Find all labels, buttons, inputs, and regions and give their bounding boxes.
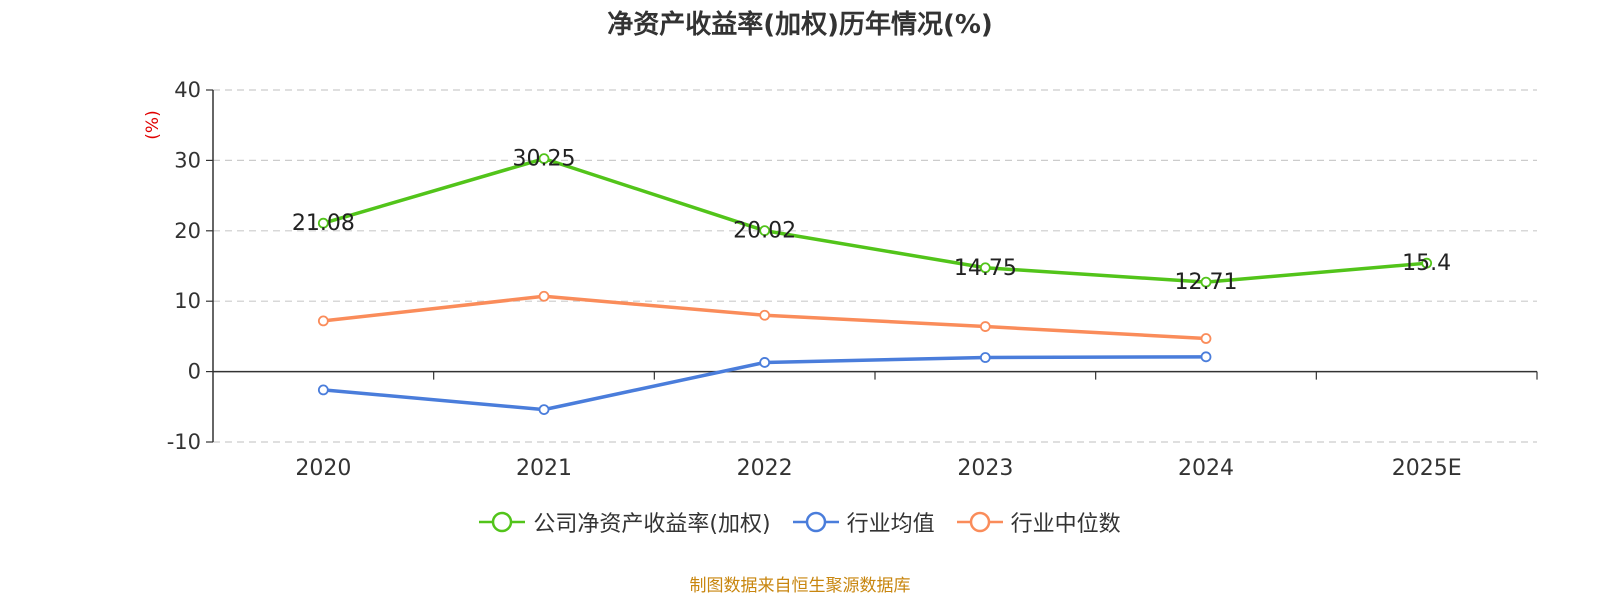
x-tick-label: 2024 (1178, 456, 1234, 481)
chart-title: 净资产收益率(加权)历年情况(%) (607, 10, 993, 40)
x-tick-label: 2021 (516, 456, 572, 481)
y-tick-label: 30 (174, 148, 201, 172)
data-label: 21.08 (292, 211, 355, 236)
y-tick-label: -10 (167, 430, 201, 454)
legend-label: 行业均值 (846, 512, 935, 537)
data-label: 14.75 (954, 256, 1017, 281)
y-tick-label: 20 (174, 219, 201, 243)
data-point[interactable] (759, 225, 771, 237)
legend-line-circle-icon (956, 511, 1003, 533)
data-label: 20.02 (733, 219, 796, 244)
data-point[interactable] (1200, 276, 1212, 288)
y-tick-label: 10 (174, 289, 201, 313)
data-point[interactable] (759, 357, 771, 368)
legend-line-circle-icon (792, 511, 839, 533)
data-point[interactable] (317, 217, 329, 229)
y-axis-label: (%) (143, 110, 163, 139)
legend-item[interactable]: 公司净资产收益率(加权) (479, 506, 771, 538)
data-point[interactable] (317, 315, 329, 327)
x-tick-label: 2022 (737, 456, 793, 481)
legend-line-circle-icon (479, 511, 526, 533)
data-label: 15.4 (1402, 251, 1451, 276)
data-point[interactable] (1200, 333, 1212, 344)
x-tick-label: 2020 (295, 456, 351, 481)
legend-item[interactable]: 行业均值 (792, 506, 935, 538)
y-tick-label: 40 (174, 78, 201, 102)
data-point[interactable] (1421, 257, 1433, 269)
legend-label: 公司净资产收益率(加权) (533, 512, 771, 537)
data-point[interactable] (538, 290, 550, 302)
data-point[interactable] (538, 404, 550, 416)
data-point[interactable] (1200, 351, 1212, 363)
x-tick-label: 2023 (957, 456, 1013, 481)
legend-item[interactable]: 行业中位数 (956, 506, 1121, 538)
data-point[interactable] (759, 309, 771, 321)
x-tick-label: 2025E (1392, 456, 1462, 481)
data-point[interactable] (317, 384, 329, 396)
data-point[interactable] (979, 262, 991, 274)
data-point[interactable] (979, 352, 991, 363)
series-line-0 (322, 156, 1427, 284)
y-tick-label: 0 (188, 360, 201, 384)
data-point[interactable] (538, 153, 550, 165)
legend: 公司净资产收益率(加权) 行业均值 行业中位数 (0, 507, 1600, 537)
data-label: 12.71 (1175, 270, 1238, 295)
source-note: 制图数据来自恒生聚源数据库 (689, 576, 911, 596)
data-point[interactable] (979, 321, 991, 332)
legend-label: 行业中位数 (1010, 512, 1121, 537)
data-label: 30.25 (513, 147, 576, 172)
